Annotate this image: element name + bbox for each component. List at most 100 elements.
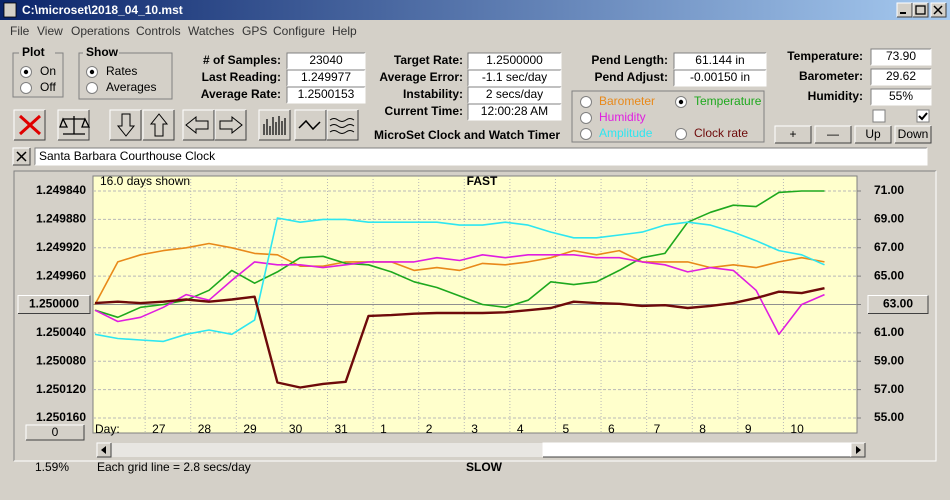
y2-tick-label[interactable]: 63.00 — [883, 297, 913, 311]
legend-label[interactable]: Barometer — [599, 94, 655, 108]
menu-item[interactable]: View — [37, 24, 63, 38]
window-button[interactable] — [913, 3, 928, 17]
adjust-button-label[interactable]: + — [789, 127, 796, 141]
reference-button-edge — [17, 295, 90, 314]
text-field-edge — [871, 49, 932, 66]
toolbar-button[interactable] — [295, 110, 326, 140]
x-tick-label: 4 — [517, 422, 524, 436]
text-field-edge — [286, 86, 365, 103]
radio-label[interactable]: Averages — [106, 80, 156, 94]
icon — [933, 5, 943, 15]
reference-button[interactable] — [18, 295, 90, 314]
toolbar-button-edge — [258, 109, 290, 140]
toolbar-button-edge — [215, 110, 247, 141]
radio-button[interactable] — [86, 82, 98, 94]
menu-item[interactable]: File — [10, 24, 30, 38]
field-label: Temperature: — [787, 49, 863, 63]
adjust-button[interactable] — [775, 126, 811, 143]
window-button[interactable] — [897, 3, 912, 17]
toolbar-button-edge — [183, 110, 215, 141]
text-field-edge — [673, 69, 766, 86]
field-value: 55% — [889, 89, 913, 103]
toolbar-button-edge — [326, 109, 358, 140]
checkbox[interactable] — [916, 109, 930, 123]
text-field-edge — [468, 87, 562, 104]
text-field — [871, 89, 931, 105]
text-field — [674, 53, 766, 69]
text-field — [871, 49, 931, 65]
y2-tick-label: 61.00 — [874, 325, 904, 339]
radio-label[interactable]: Off — [40, 80, 56, 94]
text-field — [468, 87, 561, 103]
menu-item[interactable]: Help — [332, 24, 357, 38]
legend-label[interactable]: Humidity — [599, 110, 646, 124]
reference-button[interactable] — [868, 295, 928, 314]
text-field-edge — [673, 52, 766, 69]
toolbar-button-edge — [13, 109, 45, 140]
y2-tick-label: 57.00 — [874, 382, 904, 396]
field-value: 73.90 — [886, 49, 916, 63]
field-value: 23040 — [309, 53, 343, 67]
menu-item[interactable]: Configure — [273, 24, 325, 38]
x-tick-label: 3 — [471, 422, 478, 436]
y-tick-label: 1.249840 — [36, 183, 86, 197]
text-field-edge — [467, 52, 561, 69]
text-field-edge — [871, 89, 932, 106]
text-field — [674, 70, 766, 86]
scroll-thumb[interactable] — [543, 443, 851, 457]
legend-radio[interactable] — [580, 112, 592, 124]
x-tick-label: 31 — [335, 422, 349, 436]
legend-label[interactable]: Clock rate — [694, 126, 748, 140]
adjust-button[interactable] — [855, 126, 891, 143]
text-field-edge — [468, 53, 562, 70]
close-clock-button-edge — [12, 147, 30, 165]
group-title-bg — [19, 47, 55, 59]
field-label: Instability: — [403, 87, 463, 101]
adjust-button-label[interactable]: — — [827, 127, 839, 141]
toolbar-button-edge — [58, 110, 90, 141]
y2-tick-label: 55.00 — [874, 410, 904, 424]
icon-wave — [298, 119, 321, 131]
radio-label[interactable]: Rates — [106, 64, 137, 78]
menu-item[interactable]: Operations — [71, 24, 130, 38]
adjust-button-label[interactable]: Down — [898, 127, 929, 141]
adjust-button-label[interactable]: Up — [865, 127, 881, 141]
offset-button-label[interactable]: 0 — [52, 425, 59, 439]
reference-button-edge — [867, 295, 928, 314]
adjust-button[interactable] — [815, 126, 851, 143]
menu-item[interactable]: Controls — [136, 24, 181, 38]
field-value: 12:00:28 AM — [481, 104, 548, 118]
y-tick-label: 1.250120 — [36, 382, 86, 396]
text-field-edge — [468, 104, 562, 121]
y-tick-label: 1.250160 — [36, 410, 86, 424]
series-line — [94, 287, 825, 389]
legend-label[interactable]: Amplitude — [599, 126, 653, 140]
legend-label[interactable]: Temperature — [694, 94, 762, 108]
legend-radio[interactable] — [675, 128, 687, 140]
y-tick-label: 1.250040 — [36, 325, 86, 339]
legend-radio[interactable] — [580, 128, 592, 140]
toolbar-button[interactable] — [183, 110, 214, 140]
adjust-button[interactable] — [895, 126, 931, 143]
menu-item[interactable]: GPS — [242, 24, 267, 38]
menu-item[interactable]: Watches — [188, 24, 234, 38]
adjust-button-edge — [855, 126, 892, 144]
toolbar-button-edge — [57, 109, 89, 140]
radio-button[interactable] — [20, 82, 32, 94]
radio-label[interactable]: On — [40, 64, 56, 78]
toolbar-button-edge — [109, 109, 141, 140]
y-tick-label[interactable]: 1.250000 — [29, 297, 79, 311]
checkbox[interactable] — [872, 109, 886, 123]
close-clock-button-edge — [13, 148, 31, 166]
offset-button[interactable] — [26, 425, 84, 440]
icon-up — [149, 113, 169, 137]
legend-radio[interactable] — [580, 96, 592, 108]
scroll-right-edge — [851, 443, 866, 458]
field-label: Barometer: — [799, 69, 863, 83]
text-field-edge — [287, 70, 366, 87]
x-tick-label: 28 — [198, 422, 212, 436]
x-tick-label: 5 — [562, 422, 569, 436]
text-field-edge — [467, 69, 561, 86]
text-field-edge — [287, 53, 366, 70]
